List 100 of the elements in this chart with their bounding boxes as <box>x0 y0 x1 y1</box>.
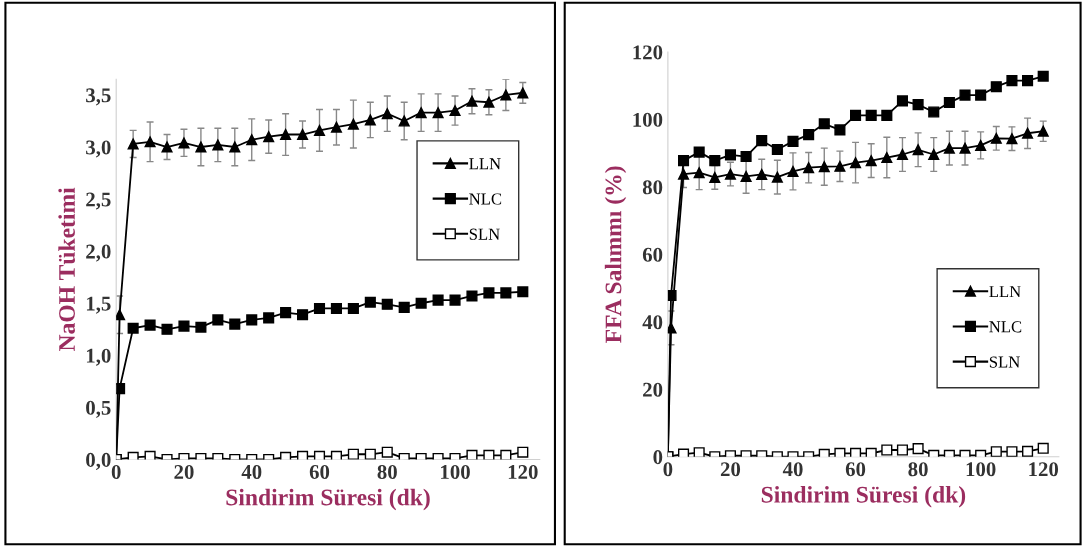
point <box>127 322 139 334</box>
point <box>347 118 359 130</box>
point <box>313 302 326 315</box>
legend-label: SLN <box>989 356 1020 368</box>
point <box>693 167 705 179</box>
point <box>364 448 376 460</box>
point <box>928 106 940 118</box>
x-tick-label: 100 <box>966 462 996 477</box>
point <box>263 131 275 143</box>
point <box>724 149 736 161</box>
point <box>212 314 224 326</box>
point <box>364 296 376 308</box>
point <box>975 139 987 151</box>
y-axis-title: FFA Salımmı (%) <box>604 166 627 343</box>
point <box>178 137 190 149</box>
point <box>865 447 877 457</box>
point <box>943 142 955 154</box>
x-tick-label: 40 <box>782 462 803 477</box>
point <box>161 323 173 335</box>
point <box>116 309 126 321</box>
point <box>517 87 529 99</box>
point <box>500 449 512 460</box>
point <box>849 447 862 457</box>
point <box>432 294 444 306</box>
legend-label: LLN <box>469 158 501 170</box>
y-tick-label: 0 <box>653 450 663 465</box>
point <box>1037 125 1049 137</box>
point <box>834 124 846 136</box>
y-tick-label: 60 <box>642 247 663 262</box>
point <box>313 450 326 460</box>
point <box>313 124 326 136</box>
x-tick-label: 100 <box>441 464 470 479</box>
y-tick-label: 0,0 <box>86 452 111 470</box>
point <box>144 136 156 148</box>
point <box>1037 70 1049 82</box>
point <box>116 383 126 395</box>
point <box>1037 442 1049 454</box>
y-tick-label: 3,5 <box>86 88 111 106</box>
point <box>834 160 846 172</box>
point <box>803 129 815 141</box>
x-tick-label: 120 <box>1029 462 1059 477</box>
point <box>330 121 342 133</box>
point <box>709 171 721 184</box>
legend-label: NLC <box>989 321 1022 333</box>
point <box>881 151 893 164</box>
x-tick-label: 40 <box>241 464 262 479</box>
point <box>415 297 427 309</box>
point <box>834 447 846 457</box>
point <box>144 450 156 460</box>
legend-label: NLC <box>469 193 502 205</box>
y-tick-label: 120 <box>633 45 663 60</box>
point <box>330 302 342 315</box>
y-tick-label: 0,5 <box>86 400 111 418</box>
point <box>724 168 736 180</box>
point <box>667 289 677 302</box>
point <box>364 114 376 126</box>
point <box>229 318 241 330</box>
point <box>959 142 971 154</box>
point <box>818 161 830 173</box>
point <box>912 144 924 156</box>
x-tick-label: 80 <box>377 464 397 479</box>
x-tick-label: 60 <box>845 462 866 477</box>
point <box>483 449 495 460</box>
point <box>677 155 690 167</box>
point <box>1006 75 1018 87</box>
point <box>1006 446 1018 457</box>
point <box>280 451 292 460</box>
y-tick-label: 100 <box>633 112 663 127</box>
legend-label: SLN <box>469 228 500 240</box>
y-tick-label: 80 <box>642 180 663 195</box>
point <box>195 141 207 153</box>
point <box>347 448 359 460</box>
point <box>709 155 721 167</box>
point <box>263 312 275 324</box>
point <box>818 118 830 130</box>
point <box>865 155 877 167</box>
point <box>381 298 393 310</box>
x-tick-label: 0 <box>111 464 121 479</box>
point <box>127 138 139 150</box>
point <box>1022 445 1034 457</box>
legend-label: LLN <box>989 286 1021 298</box>
point <box>280 128 292 141</box>
point <box>449 294 461 306</box>
point <box>398 301 410 313</box>
point <box>246 314 258 326</box>
point <box>756 135 768 147</box>
x-axis-title: Sindirim Süresi (dk) <box>226 488 430 511</box>
point <box>381 108 393 120</box>
point <box>229 141 241 153</box>
point <box>517 446 529 458</box>
point <box>896 148 909 161</box>
y-tick-label: 2,5 <box>86 192 111 210</box>
point <box>990 446 1002 457</box>
x-tick-label: 120 <box>508 464 538 479</box>
point <box>912 99 924 111</box>
point <box>297 128 309 141</box>
y-tick-label: 40 <box>642 315 663 330</box>
point <box>195 321 207 333</box>
point <box>787 165 799 177</box>
point <box>1022 75 1034 87</box>
